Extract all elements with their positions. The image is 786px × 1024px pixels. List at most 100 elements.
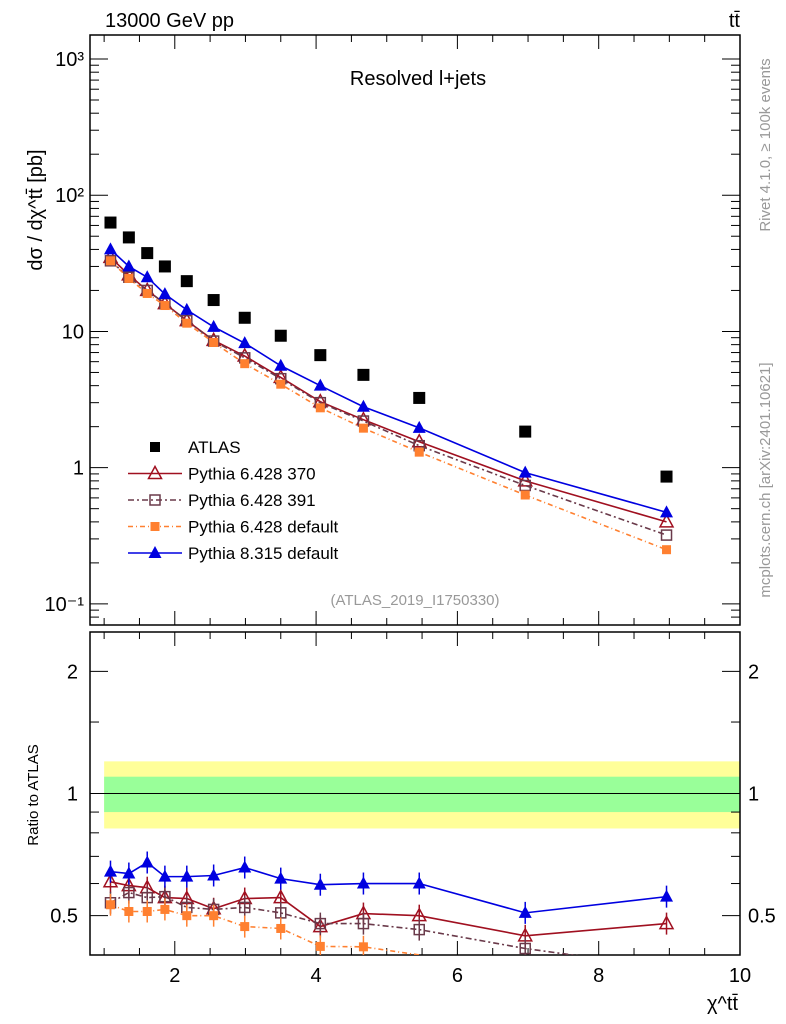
ratio-y-tick-label: 0.5 [50, 906, 78, 928]
ratio-point-pythia-8-315-default [207, 868, 221, 881]
ratio-line-pythia-6-428-default [110, 903, 423, 955]
legend-label-pythia-6-428-default: Pythia 6.428 default [188, 518, 339, 537]
data-point-pythia-8-315-default [140, 270, 154, 283]
legend-label-pythia-6-428-370: Pythia 6.428 370 [188, 465, 316, 484]
ratio-point-pythia-6-428-391 [519, 942, 531, 955]
legend-label-pythia-6-428-391: Pythia 6.428 391 [188, 491, 316, 510]
data-point-pythia-8-315-default [103, 242, 117, 255]
data-point-atlas [122, 231, 135, 244]
ratio-y-axis-label: Ratio to ATLAS [25, 744, 42, 845]
data-point-pythia-8-315-default [660, 505, 674, 518]
ratio-point-pythia-8-315-default [122, 866, 136, 879]
data-point-pythia-6-428-391 [519, 479, 531, 492]
ratio-point-pythia-6-428-default [240, 922, 250, 932]
side-label-mcplots: mcplots.cern.ch [arXiv:2401.10621] [757, 362, 774, 597]
ratio-point-pythia-6-428-default [105, 900, 115, 910]
x-tick-label: 10 [729, 965, 751, 987]
data-point-atlas [158, 260, 171, 273]
y-tick-label: 10 [62, 321, 84, 343]
x-axis-label: χ^tt̄ [707, 993, 738, 1015]
side-label-rivet: Rivet 4.1.0, ≥ 100k events [757, 58, 774, 231]
ratio-point-pythia-8-315-default [412, 876, 426, 889]
ratio-point-pythia-8-315-default [238, 860, 252, 873]
data-point-pythia-8-315-default [313, 378, 327, 391]
ratio-point-pythia-6-428-391 [314, 917, 327, 930]
legend-marker-pythia-8-315-default [148, 546, 162, 558]
header-left: 13000 GeV pp [105, 10, 234, 32]
data-point-pythia-6-428-default [182, 318, 192, 328]
y-tick-label: 10² [55, 185, 84, 207]
data-point-pythia-6-428-391 [104, 255, 117, 267]
ratio-point-pythia-6-428-391 [123, 886, 135, 899]
uncertainty-band-inner [104, 776, 740, 813]
data-point-pythia-6-428-default [124, 273, 134, 283]
data-point-pythia-8-315-default [412, 420, 426, 433]
ratio-point-pythia-6-428-default [182, 911, 192, 921]
data-point-pythia-6-428-default [358, 423, 368, 433]
x-tick-label: 2 [169, 965, 180, 987]
data-point-pythia-8-315-default [274, 358, 288, 371]
ratio-line-pythia-8-315-default [110, 861, 667, 914]
ratio-point-pythia-6-428-default [160, 904, 170, 914]
data-point-atlas [207, 294, 220, 307]
ratio-y-tick-label: 2 [67, 661, 78, 683]
y-tick-label: 1 [73, 458, 84, 480]
x-tick-label: 4 [311, 965, 322, 987]
ratio-point-pythia-6-428-default [124, 906, 134, 916]
data-point-pythia-8-315-default [238, 336, 252, 349]
ratio-point-pythia-8-315-default [158, 869, 172, 882]
x-tick-label: 8 [593, 965, 604, 987]
data-point-pythia-6-428-default [662, 545, 672, 555]
ratio-point-pythia-6-428-391 [413, 923, 425, 936]
ratio-point-pythia-6-428-391 [357, 917, 370, 930]
data-point-atlas [274, 329, 287, 342]
data-point-atlas [519, 425, 532, 438]
data-point-atlas [104, 216, 117, 229]
legend-marker-atlas [150, 442, 160, 452]
data-point-pythia-8-315-default [180, 302, 194, 315]
data-point-atlas [413, 391, 426, 404]
ratio-point-pythia-6-428-default [358, 942, 368, 952]
data-point-pythia-6-428-370 [658, 513, 675, 528]
data-point-pythia-8-315-default [356, 399, 370, 412]
legend-marker-pythia-6-428-391 [149, 494, 161, 506]
legend-label-atlas: ATLAS [188, 438, 241, 457]
data-point-pythia-8-315-default [518, 465, 532, 478]
ratio-point-pythia-6-428-default [142, 906, 152, 916]
ratio-point-pythia-8-315-default [140, 855, 154, 868]
ratio-point-pythia-8-315-default [356, 876, 370, 889]
legend-marker-pythia-6-428-370 [147, 464, 163, 480]
analysis-watermark: (ATLAS_2019_I1750330) [330, 592, 499, 609]
data-point-pythia-6-428-391 [660, 529, 673, 541]
ratio-point-pythia-8-315-default [518, 905, 532, 918]
chart-title: Resolved l+jets [350, 68, 486, 90]
header-right: tt̄ [729, 10, 741, 32]
data-point-atlas [357, 368, 370, 381]
ratio-point-pythia-6-428-default [209, 911, 219, 921]
ratio-y-tick-label: 1 [67, 784, 78, 806]
ratio-y-tick-label-right: 2 [748, 661, 759, 683]
ratio-point-pythia-8-315-default [274, 871, 288, 884]
ratio-point-pythia-8-315-default [103, 864, 117, 877]
data-point-atlas [180, 275, 193, 288]
ratio-y-tick-label-right: 0.5 [748, 906, 776, 928]
ratio-point-pythia-6-428-370 [658, 915, 675, 930]
data-point-atlas [238, 311, 251, 324]
data-point-pythia-6-428-default [160, 301, 170, 311]
data-point-pythia-6-428-default [520, 490, 530, 500]
legend-marker-pythia-6-428-default [150, 522, 160, 531]
data-point-pythia-8-315-default [207, 319, 221, 332]
ratio-point-pythia-6-428-default [276, 923, 286, 933]
data-point-atlas [314, 349, 327, 362]
data-point-atlas [141, 247, 154, 260]
ratio-point-pythia-6-428-default [315, 941, 325, 951]
data-point-pythia-6-428-default [240, 359, 250, 369]
main-frame [89, 34, 741, 626]
data-point-pythia-6-428-default [105, 256, 115, 266]
ratio-y-tick-label-right: 1 [748, 784, 759, 806]
ratio-point-pythia-8-315-default [660, 889, 674, 902]
legend-label-pythia-8-315-default: Pythia 8.315 default [188, 544, 339, 563]
data-point-pythia-6-428-default [276, 379, 286, 389]
